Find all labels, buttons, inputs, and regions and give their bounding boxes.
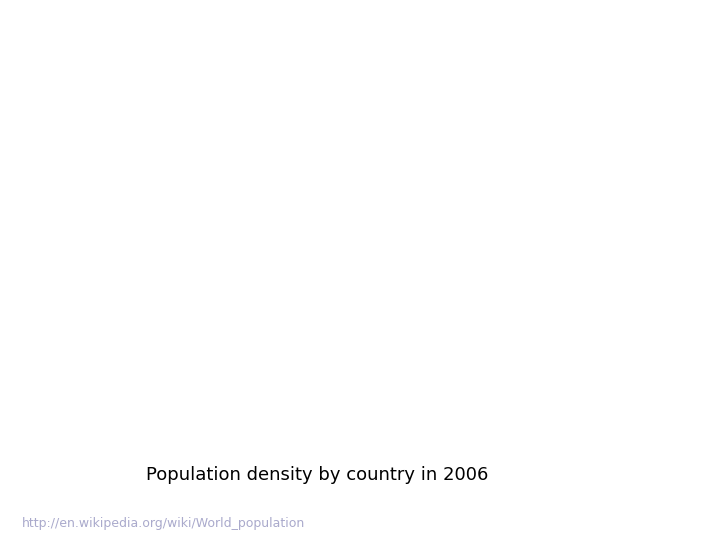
Text: http://en.wikipedia.org/wiki/World_population: http://en.wikipedia.org/wiki/World_popul… <box>22 517 305 530</box>
Text: Population density by country in 2006: Population density by country in 2006 <box>145 466 488 484</box>
